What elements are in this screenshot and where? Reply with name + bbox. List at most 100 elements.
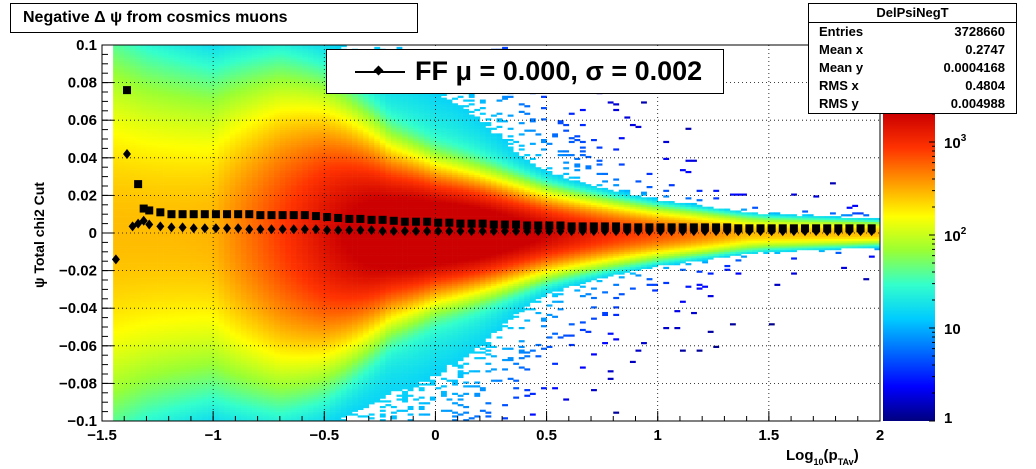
heatmap-cell [174,182,181,185]
heatmap-cell [240,122,247,125]
heatmap-cell [174,189,181,192]
heatmap-cell [135,244,142,247]
heatmap-cell [135,116,142,119]
heatmap-cell [152,400,158,403]
heatmap-cell [152,334,158,337]
heatmap-cell [135,409,142,412]
heatmap-cell [190,383,197,386]
heatmap-cell [174,140,181,144]
heatmap-cell [146,349,153,352]
heatmap-cell [179,197,186,200]
heatmap-cell [135,129,142,132]
heatmap-cell [118,379,125,382]
heatmap-cell [118,201,125,204]
heatmap-cell [235,189,242,192]
heatmap-cell [179,244,186,247]
heatmap-cell [213,349,219,352]
heatmap-cell [168,276,175,279]
heatmap-cell [213,140,219,144]
heatmap-cell [140,58,147,61]
heatmap-cell [240,212,247,215]
heatmap-cell [246,296,253,300]
heatmap-cell [152,362,158,365]
heatmap-cell [218,178,225,181]
heatmap-cell [196,334,203,337]
heatmap-cell [157,383,164,386]
heatmap-cell [152,409,158,412]
heatmap-cell [152,67,158,70]
heatmap-cell [152,101,158,104]
heatmap-cell [152,325,158,328]
heatmap-cell [218,296,225,300]
heatmap-cell [185,225,192,228]
heatmap-cell [246,251,253,254]
heatmap-cell [152,357,158,360]
heatmap-cell [174,268,181,271]
heatmap-cell [135,340,142,343]
heatmap-cell [168,405,175,409]
heatmap-cell [163,338,169,341]
heatmap-cell [129,321,136,324]
heatmap-cell [224,88,231,91]
heatmap-cell [190,330,197,333]
heatmap-cell [135,296,142,300]
heatmap-cell [240,287,247,290]
heatmap-cell [190,131,197,134]
heatmap-cell [218,334,225,337]
heatmap-cell [140,67,147,70]
heatmap-cell [240,392,247,395]
heatmap-cell [174,123,181,127]
heatmap-cell [135,251,142,254]
heatmap-cell [240,56,247,59]
heatmap-cell [196,67,203,70]
heatmap-cell [240,240,247,243]
heatmap-cell [157,296,164,300]
heatmap-cell [174,233,181,236]
heatmap-cell [118,65,125,68]
heatmap-cell [207,304,214,307]
heatmap-cell [152,65,158,68]
heatmap-cell [168,45,175,48]
heatmap-cell [246,172,253,176]
heatmap-cell [196,366,203,369]
heatmap-cell [129,325,136,328]
heatmap-cell [229,283,236,286]
heatmap-cell [218,313,225,317]
heatmap-cell [179,170,186,174]
heatmap-cell [129,419,136,421]
heatmap-cell [129,383,136,386]
heatmap-cell [157,398,164,401]
heatmap-cell [146,52,153,55]
heatmap-cell [190,90,197,93]
heatmap-cell [179,80,186,83]
heatmap-cell [224,69,231,72]
heatmap-cell [129,379,136,382]
heatmap-cell [163,327,169,330]
heatmap-cell [174,114,181,117]
heatmap-cell [113,407,119,411]
heatmap-cell [124,315,131,318]
heatmap-cell [152,396,158,399]
heatmap-cell [135,349,142,352]
heatmap-cell [174,122,181,125]
heatmap-cell [146,65,153,68]
heatmap-cell [118,336,125,339]
heatmap-cell [246,97,253,100]
heatmap-cell [152,120,158,123]
heatmap-cell [229,404,236,407]
heatmap-cell [135,287,142,290]
heatmap-cell [179,52,186,55]
heatmap-cell [240,107,247,110]
heatmap-cell [146,236,153,239]
heatmap-cell [179,186,186,189]
heatmap-cell [218,272,225,275]
heatmap-cell [152,118,158,121]
heatmap-cell [229,199,236,202]
heatmap-cell [190,167,197,170]
heatmap-cell [207,63,214,66]
heatmap-cell [213,419,219,421]
heatmap-cell [179,351,186,354]
heatmap-cell [152,383,158,386]
heatmap-cell [185,67,192,70]
heatmap-cell [240,417,247,420]
